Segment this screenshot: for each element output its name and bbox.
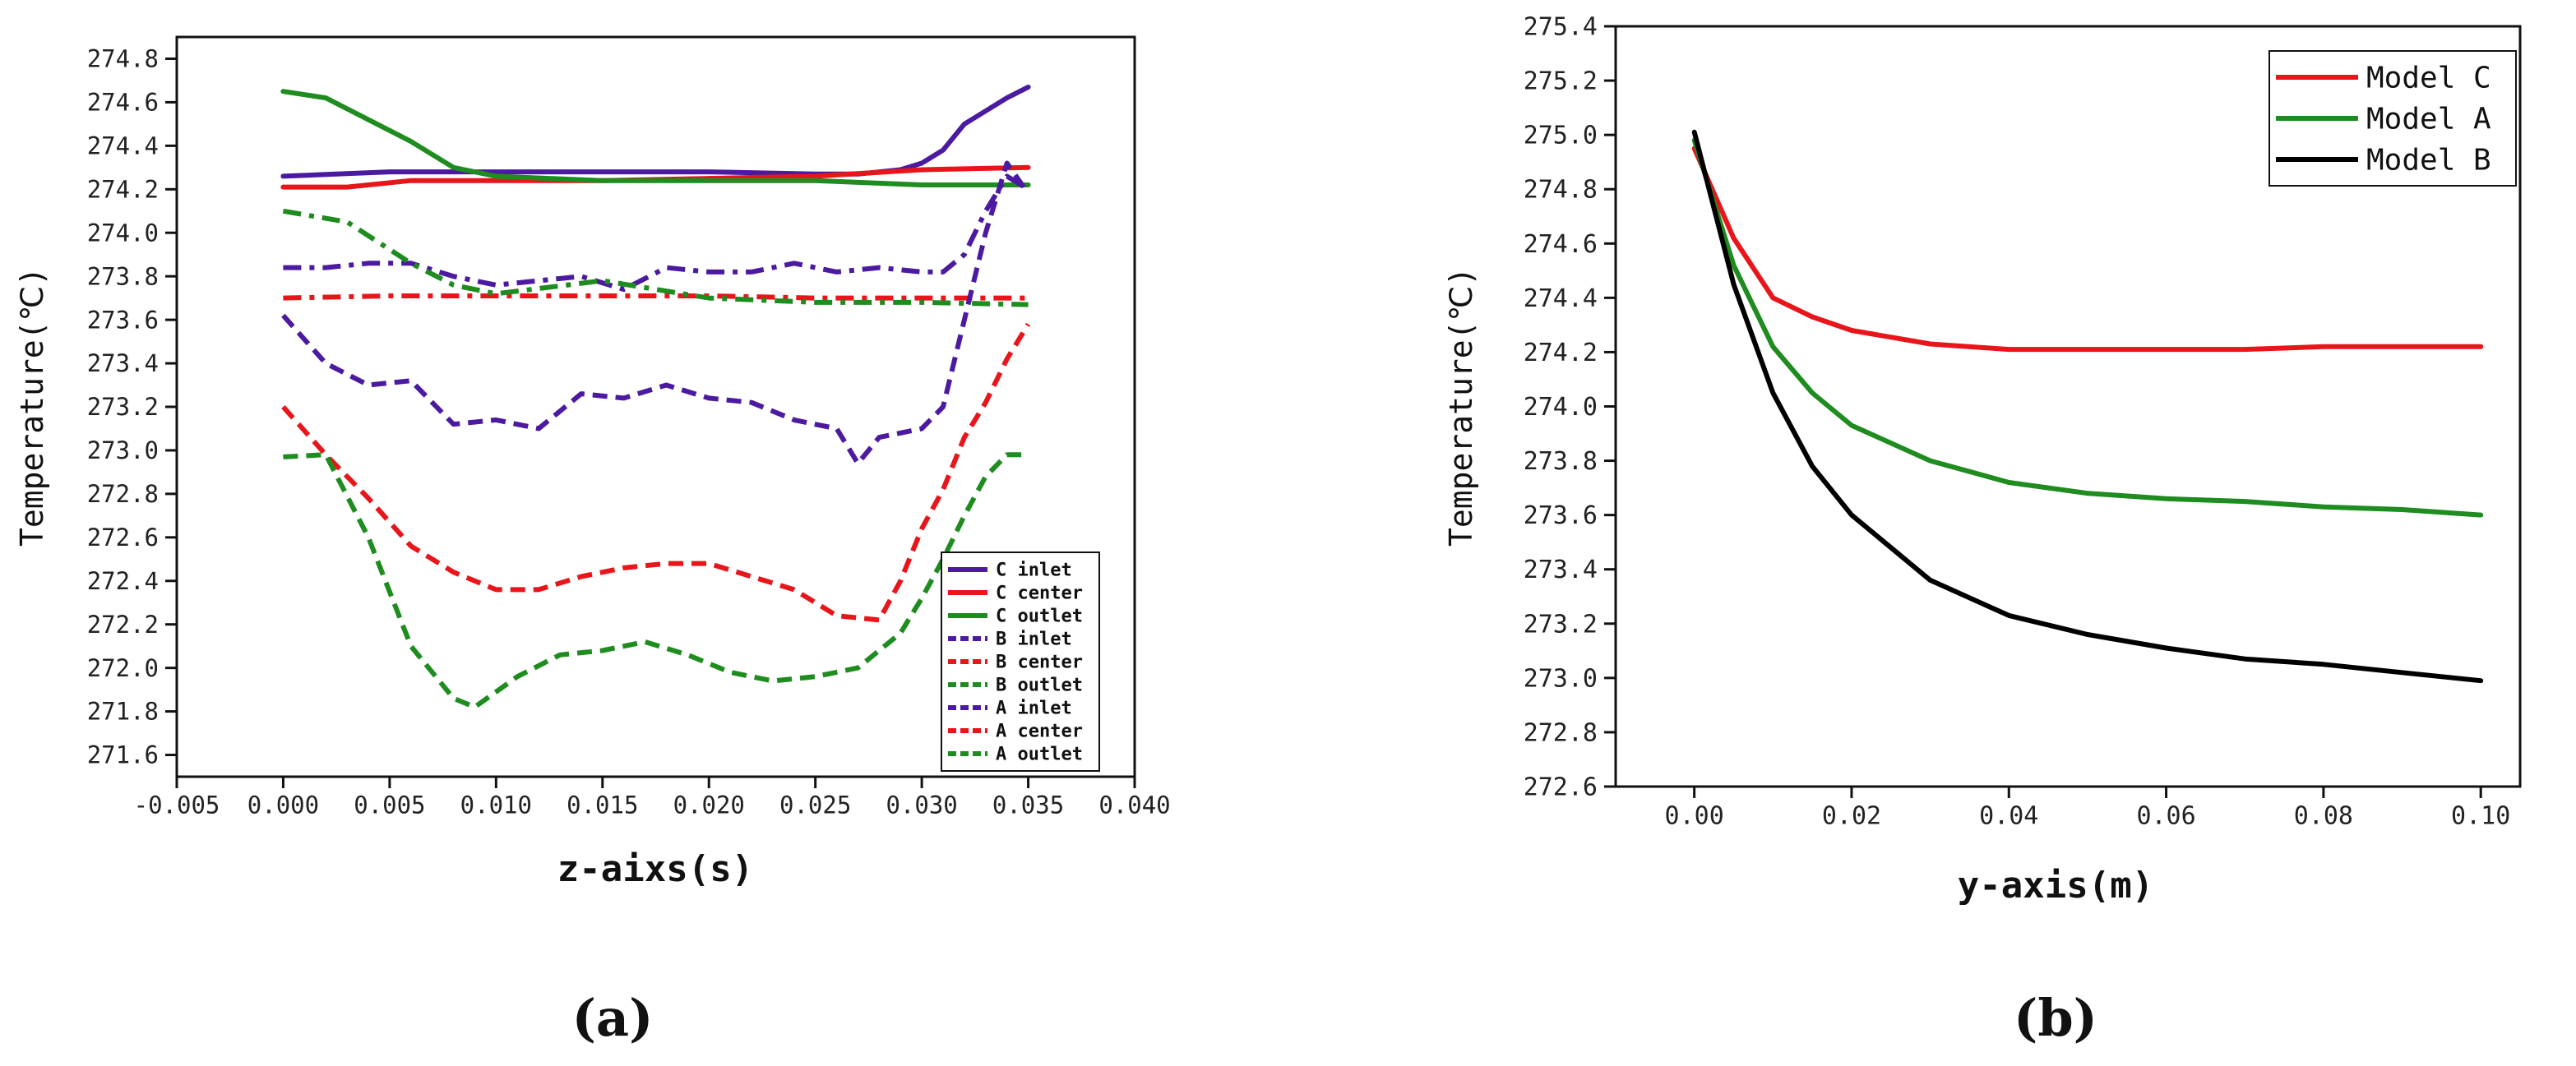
y-tick-label: 272.6 bbox=[87, 524, 159, 551]
y-tick-label: 274.2 bbox=[1524, 339, 1598, 367]
x-tick-label: 0.06 bbox=[2136, 802, 2195, 831]
x-tick-label: 0.020 bbox=[673, 791, 745, 819]
y-tick-label: 272.6 bbox=[1524, 773, 1598, 802]
legend-b: Model C Model A Model B bbox=[2268, 50, 2517, 187]
legend-label: A center bbox=[996, 722, 1083, 742]
y-tick-label: 275.4 bbox=[1524, 13, 1598, 42]
x-tick-label: 0.035 bbox=[992, 791, 1064, 819]
y-tick-label: 274.6 bbox=[87, 89, 159, 117]
x-tick-label: 0.005 bbox=[354, 791, 425, 819]
series-line-a-center bbox=[281, 322, 1031, 623]
x-tick-label: 0.025 bbox=[779, 791, 851, 819]
legend-a: C inlet C center C outlet B inlet B center B … bbox=[941, 551, 1100, 772]
legend-label: A inlet bbox=[996, 699, 1072, 719]
legend-label: B outlet bbox=[996, 676, 1083, 696]
x-axis-a: -0.005 0.000 0.005 0.010 0.015 0.020 0.025 0.03… bbox=[134, 777, 1171, 819]
y-axis-b: 275.4 275.2 275.0 274.8 274.6 274.4 274.2 274.0… bbox=[1524, 13, 1616, 802]
x-tick-label: 0.10 bbox=[2451, 802, 2510, 831]
y-tick-label: 274.6 bbox=[1524, 230, 1598, 259]
y-axis-title-a: Temperature(℃) bbox=[14, 267, 50, 547]
y-tick-label: 273.2 bbox=[87, 393, 159, 421]
panel-label-b: (b) bbox=[2014, 988, 2097, 1048]
panel-label-a: (a) bbox=[572, 988, 654, 1048]
x-tick-label: 0.030 bbox=[886, 791, 957, 819]
y-tick-label: 273.0 bbox=[87, 436, 159, 464]
y-tick-label: 273.8 bbox=[1524, 447, 1598, 476]
series-group-a bbox=[280, 84, 1031, 710]
series-line-b-center bbox=[283, 293, 1029, 301]
y-tick-label: 274.2 bbox=[87, 175, 159, 203]
x-axis-b: 0.00 0.02 0.04 0.06 0.08 0.10 bbox=[1665, 787, 2510, 831]
legend-label: A outlet bbox=[996, 745, 1083, 765]
x-tick-label: -0.005 bbox=[134, 791, 220, 819]
legend-label: Model A bbox=[2366, 103, 2491, 136]
y-tick-label: 274.8 bbox=[1524, 176, 1598, 205]
legend-label: Model B bbox=[2366, 144, 2491, 178]
x-tick-label: 0.000 bbox=[247, 791, 319, 819]
y-tick-label: 273.6 bbox=[1524, 501, 1598, 530]
x-tick-label: 0.02 bbox=[1822, 802, 1881, 831]
legend-label: B center bbox=[996, 653, 1083, 673]
x-axis-title-b: y-axis(m) bbox=[1958, 865, 2153, 907]
series-line-b-inlet bbox=[283, 173, 1030, 293]
y-tick-label: 275.2 bbox=[1524, 67, 1598, 96]
y-tick-label: 274.0 bbox=[87, 219, 159, 247]
x-tick-label: 0.040 bbox=[1098, 791, 1170, 819]
y-tick-label: 272.0 bbox=[87, 654, 159, 682]
x-axis-title-a: z-aixs(s) bbox=[557, 848, 753, 890]
legend-label: C inlet bbox=[996, 561, 1072, 581]
x-tick-label: 0.015 bbox=[567, 791, 638, 819]
y-tick-label: 273.4 bbox=[1524, 556, 1598, 584]
y-tick-label: 273.6 bbox=[87, 306, 159, 334]
y-tick-label: 272.8 bbox=[1524, 718, 1598, 747]
series-line-a-outlet bbox=[283, 452, 1029, 710]
x-tick-label: 0.00 bbox=[1665, 802, 1724, 831]
series-line-model-b bbox=[1691, 129, 2484, 684]
y-axis-a: 274.8 274.6 274.4 274.2 274.0 273.8 273.6 273.4… bbox=[87, 45, 177, 769]
series-line-a-inlet bbox=[281, 160, 1031, 466]
y-tick-label: 271.6 bbox=[87, 741, 159, 769]
y-tick-label: 272.8 bbox=[87, 480, 159, 508]
x-tick-label: 0.08 bbox=[2294, 802, 2353, 831]
y-tick-label: 274.0 bbox=[1524, 393, 1598, 422]
legend-label: Model C bbox=[2366, 62, 2491, 95]
series-line-c-outlet bbox=[280, 89, 1031, 187]
series-group-b bbox=[1691, 129, 2484, 684]
series-line-model-a bbox=[1691, 137, 2484, 518]
y-tick-label: 273.4 bbox=[87, 349, 159, 377]
y-tick-label: 275.0 bbox=[1524, 122, 1598, 150]
x-tick-label: 0.04 bbox=[1979, 802, 2038, 831]
y-tick-label: 274.4 bbox=[1524, 284, 1598, 313]
y-tick-label: 274.8 bbox=[87, 45, 159, 73]
chart-a: 274.8 274.6 274.4 274.2 274.0 273.8 273.6 273.4… bbox=[14, 35, 1171, 1048]
y-tick-label: 273.0 bbox=[1524, 664, 1598, 693]
y-axis-title-b: Temperature(℃) bbox=[1443, 267, 1479, 547]
series-line-b-outlet bbox=[282, 208, 1029, 307]
y-tick-label: 273.2 bbox=[1524, 610, 1598, 639]
x-tick-label: 0.010 bbox=[460, 791, 532, 819]
y-tick-label: 272.4 bbox=[87, 567, 159, 595]
y-tick-label: 272.2 bbox=[87, 611, 159, 639]
y-tick-label: 274.4 bbox=[87, 132, 159, 160]
chart-b: 275.4 275.2 275.0 274.8 274.6 274.4 274.2 274.0… bbox=[1443, 13, 2522, 1048]
y-tick-label: 271.8 bbox=[87, 698, 159, 726]
legend-label: B inlet bbox=[996, 630, 1072, 650]
y-tick-label: 273.8 bbox=[87, 262, 159, 290]
legend-label: C center bbox=[996, 584, 1083, 604]
series-line-model-c bbox=[1691, 145, 2484, 353]
legend-label: C outlet bbox=[996, 607, 1083, 627]
